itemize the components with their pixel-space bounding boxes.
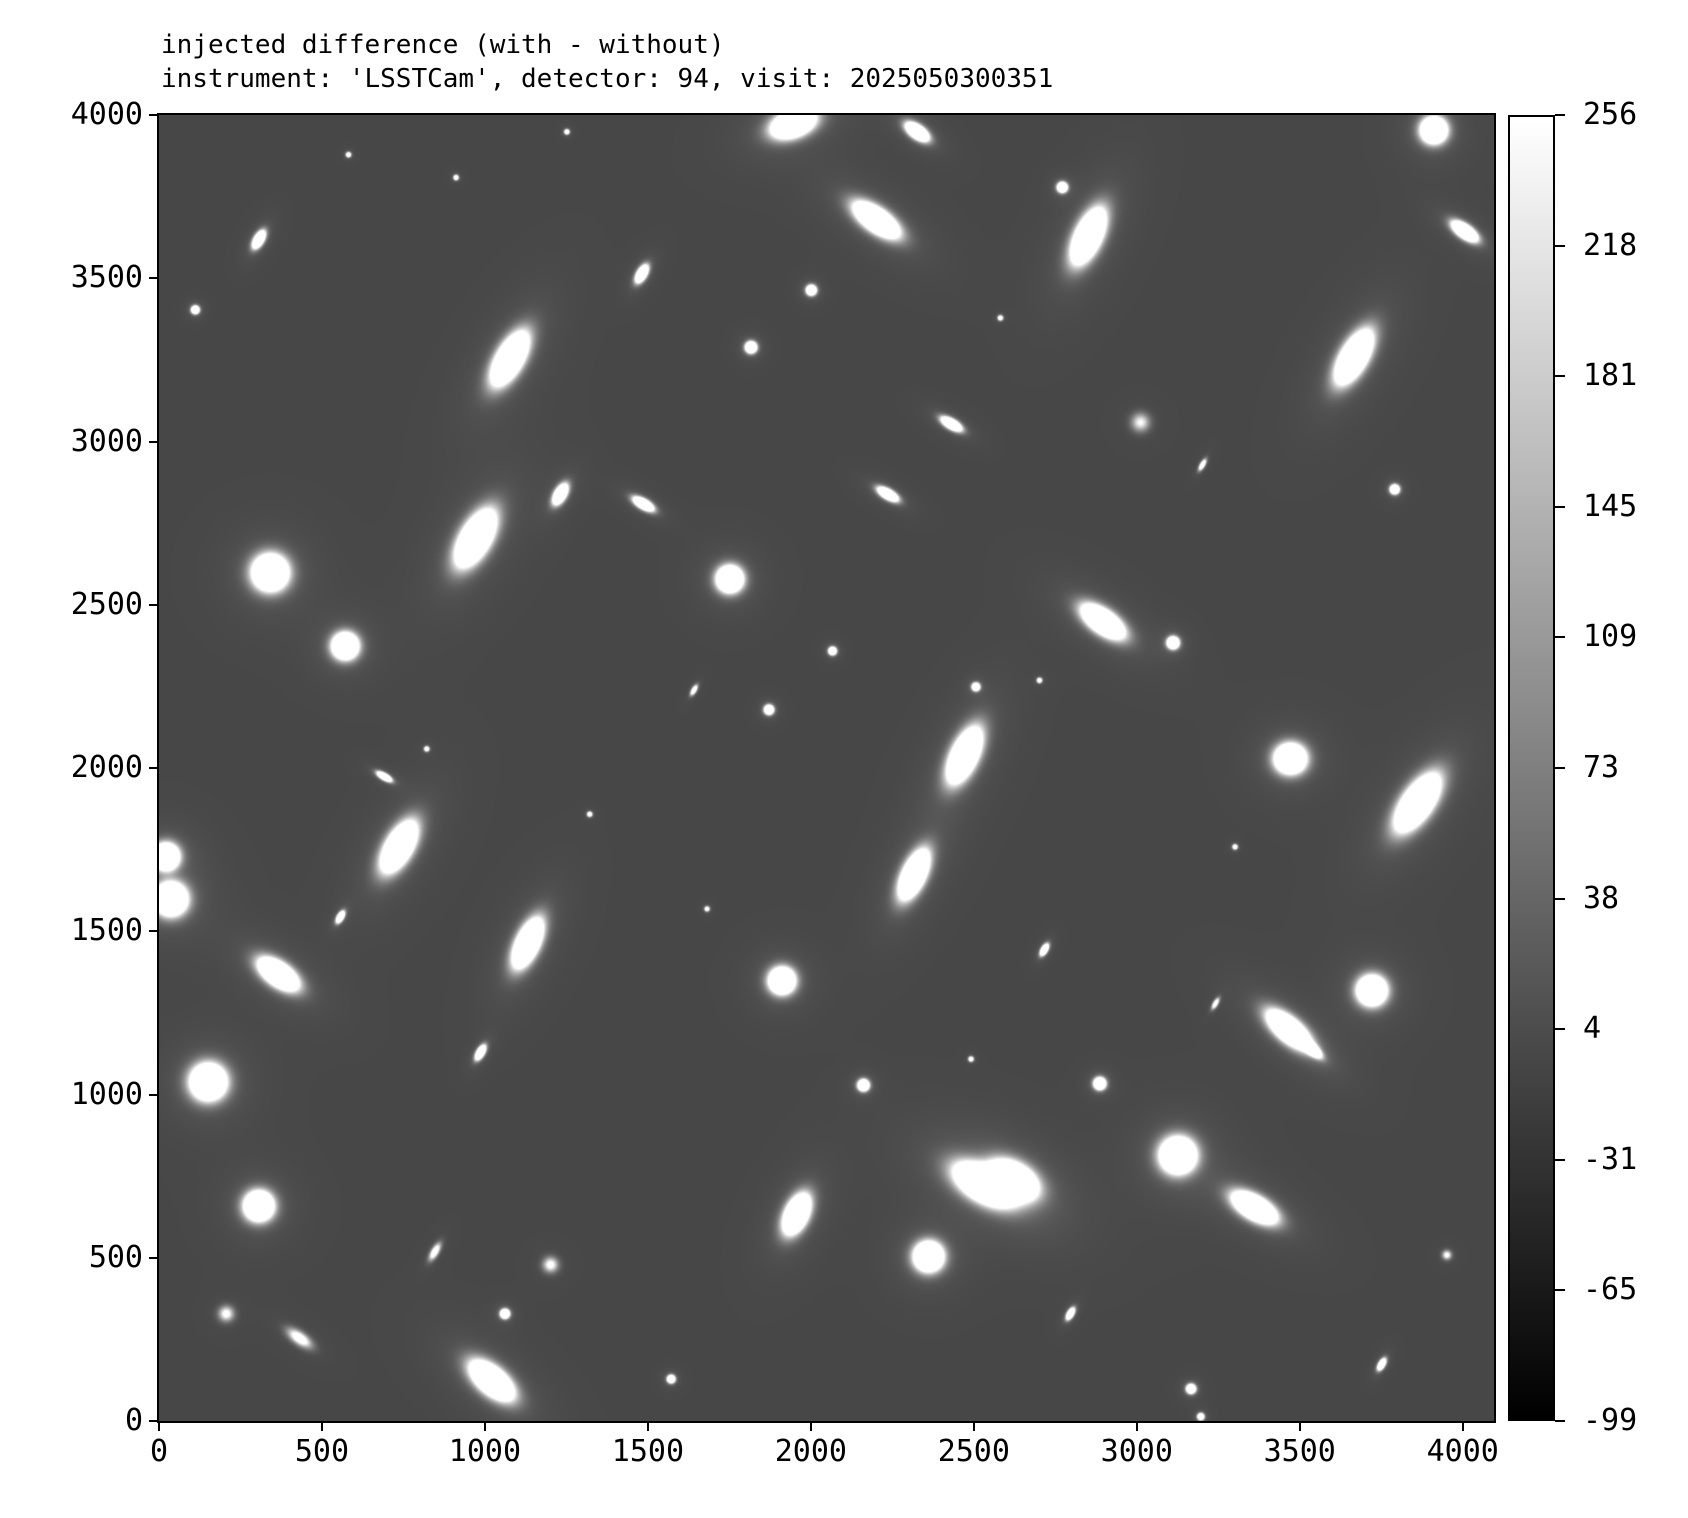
y-tick-mark <box>149 1093 159 1096</box>
x-tick-label: 1500 <box>611 1434 685 1469</box>
x-tick-mark <box>1461 1421 1464 1431</box>
x-tick-label: 1000 <box>448 1434 522 1469</box>
y-tick-label: 0 <box>124 1403 143 1438</box>
colorbar-tick-label: 73 <box>1583 750 1620 785</box>
chart-title-line1: injected difference (with - without) <box>161 30 725 60</box>
y-tick-mark <box>149 114 159 116</box>
colorbar-tick-mark <box>1555 1289 1565 1292</box>
y-tick-mark <box>149 1420 159 1422</box>
x-tick-mark <box>483 1421 486 1431</box>
x-tick-label: 0 <box>149 1434 169 1469</box>
y-tick-label: 1500 <box>70 913 143 949</box>
image-heatmap <box>159 115 1494 1421</box>
colorbar-tick-mark <box>1555 1028 1565 1031</box>
colorbar-tick-mark <box>1555 1158 1565 1161</box>
x-tick-label: 2500 <box>937 1434 1010 1469</box>
y-tick-mark <box>149 440 159 443</box>
y-tick-label: 2500 <box>70 586 143 622</box>
colorbar-tick-label: 4 <box>1583 1011 1602 1047</box>
y-tick-mark <box>149 1256 159 1259</box>
chart-title-line2: instrument: 'LSSTCam', detector: 94, vis… <box>161 64 1054 94</box>
colorbar-tick-mark <box>1555 375 1565 378</box>
colorbar-tick-mark <box>1555 1420 1565 1422</box>
x-tick-label: 3000 <box>1100 1434 1173 1469</box>
y-tick-mark <box>149 603 159 606</box>
colorbar-tick-label: -31 <box>1583 1141 1638 1177</box>
x-tick-mark <box>972 1421 975 1431</box>
x-tick-label: 4000 <box>1426 1434 1499 1469</box>
y-tick-label: 1000 <box>70 1076 143 1112</box>
x-tick-label: 3500 <box>1263 1434 1336 1469</box>
x-tick-label: 500 <box>294 1434 350 1469</box>
colorbar-tick-label: -65 <box>1583 1272 1638 1308</box>
x-tick-mark <box>320 1421 323 1431</box>
colorbar-tick-mark <box>1555 505 1565 508</box>
x-tick-mark <box>158 1421 160 1431</box>
colorbar-tick-mark <box>1555 897 1565 900</box>
x-tick-mark <box>646 1421 649 1431</box>
y-tick-label: 500 <box>88 1239 143 1275</box>
x-tick-label: 2000 <box>774 1434 847 1469</box>
y-tick-mark <box>149 767 159 769</box>
colorbar-tick-label: 109 <box>1583 619 1638 655</box>
y-tick-mark <box>149 277 159 280</box>
x-tick-mark <box>1298 1421 1301 1431</box>
colorbar-tick-label: 181 <box>1583 358 1638 394</box>
colorbar-tick-mark <box>1555 114 1565 116</box>
y-tick-label: 2000 <box>70 750 143 785</box>
colorbar-tick-label: 256 <box>1583 97 1638 132</box>
colorbar <box>1508 115 1555 1421</box>
y-tick-label: 3500 <box>70 260 143 296</box>
x-tick-mark <box>809 1421 812 1431</box>
colorbar-tick-mark <box>1555 636 1565 639</box>
y-tick-label: 4000 <box>70 97 143 132</box>
colorbar-tick-label: 218 <box>1583 227 1638 263</box>
x-tick-mark <box>1135 1421 1138 1431</box>
colorbar-tick-label: 38 <box>1583 880 1620 916</box>
colorbar-tick-label: 145 <box>1583 488 1638 524</box>
colorbar-tick-mark <box>1555 767 1565 769</box>
colorbar-tick-label: -99 <box>1583 1403 1638 1438</box>
y-tick-label: 3000 <box>70 423 143 459</box>
y-tick-mark <box>149 930 159 933</box>
colorbar-tick-mark <box>1555 244 1565 247</box>
